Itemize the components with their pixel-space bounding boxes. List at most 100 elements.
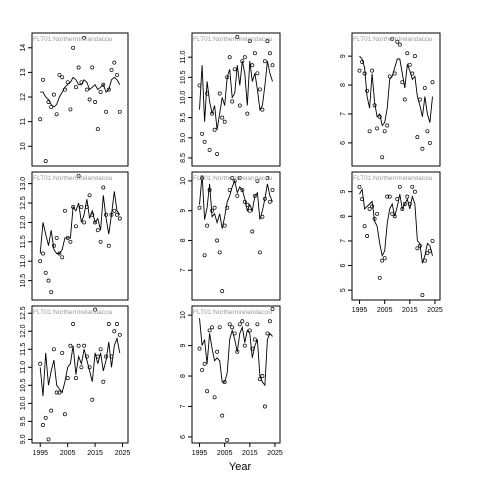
- observation-point: [270, 63, 275, 68]
- observation-point: [112, 60, 117, 65]
- panel-frame: [191, 32, 281, 167]
- panel-5: 7 8 9 10 FLT01:NorthernIrelandacou: [180, 171, 281, 301]
- observation-point: [220, 413, 225, 418]
- observation-point: [98, 90, 103, 95]
- observation-point: [380, 155, 385, 160]
- x-tick-label: 2025: [267, 450, 283, 457]
- observation-point: [106, 243, 111, 248]
- observation-point: [250, 346, 255, 351]
- observation-point: [265, 39, 270, 44]
- observation-point: [412, 189, 417, 194]
- y-tick-label: 6: [340, 263, 347, 267]
- observation-point: [242, 199, 247, 204]
- observation-point: [375, 211, 380, 216]
- observation-point: [230, 325, 235, 330]
- observation-point: [68, 343, 73, 348]
- observation-point: [227, 187, 232, 192]
- y-tick-label: 9: [340, 190, 347, 194]
- observation-point: [76, 65, 81, 70]
- observation-point: [260, 214, 265, 219]
- observation-point: [112, 329, 117, 334]
- observation-point: [87, 193, 92, 198]
- observation-point: [82, 343, 87, 348]
- x-tick-label: 2005: [217, 450, 233, 457]
- observation-point: [385, 194, 390, 199]
- observation-point: [215, 349, 220, 354]
- y-tick-label: 13.0: [20, 177, 27, 191]
- y-tick-label: 11.5: [20, 343, 27, 356]
- y-tick-label: 8: [340, 83, 347, 87]
- observation-point: [235, 35, 240, 39]
- observation-point: [220, 115, 225, 120]
- panel-label: FLT01:NorthernIrelandacou: [353, 36, 433, 43]
- panel-frame: [31, 32, 129, 167]
- y-tick-label: 7: [340, 112, 347, 116]
- observation-point: [87, 97, 92, 102]
- observation-point: [73, 85, 78, 90]
- observation-point: [425, 251, 430, 256]
- observation-point: [367, 206, 372, 211]
- observation-point: [104, 354, 109, 359]
- observation-point: [60, 75, 65, 80]
- observation-point: [422, 258, 427, 263]
- observation-point: [385, 123, 390, 128]
- observation-point: [51, 347, 56, 352]
- y-tick-label: 7: [180, 404, 187, 408]
- observation-point: [390, 36, 395, 41]
- observation-point: [109, 354, 114, 359]
- observation-point: [267, 319, 272, 324]
- observation-point: [245, 202, 250, 207]
- observation-point: [215, 151, 220, 156]
- fitted-series-line: [359, 55, 433, 127]
- observation-point: [232, 331, 237, 336]
- observation-point: [260, 107, 265, 112]
- y-tick-label: 10.0: [180, 91, 187, 105]
- observation-point: [215, 238, 220, 243]
- observation-point: [240, 187, 245, 192]
- observation-point: [62, 412, 67, 417]
- panel-2: 8.5 9.0 9.5 10.0 10.5 11.0 FLT01:NorthernIrela…: [180, 32, 281, 167]
- observation-point: [230, 99, 235, 104]
- observation-point: [84, 204, 89, 209]
- observation-point: [365, 234, 370, 238]
- observation-point: [410, 184, 415, 189]
- y-tick-label: 10: [180, 311, 187, 319]
- observation-point: [109, 212, 114, 217]
- observation-point: [395, 197, 400, 202]
- observation-point: [76, 173, 81, 178]
- observation-point: [202, 139, 207, 144]
- panel-label: FLT01:NorthernIrelandacou: [33, 309, 113, 316]
- observation-point: [370, 68, 375, 73]
- observation-point: [405, 194, 410, 199]
- observation-point: [237, 103, 242, 108]
- observation-point: [71, 204, 76, 209]
- panel-frame: [351, 32, 441, 167]
- observation-point: [82, 35, 87, 40]
- observation-point: [360, 59, 365, 64]
- observation-point: [60, 350, 65, 355]
- y-tick-label: 6: [180, 435, 187, 439]
- observation-point: [227, 322, 232, 327]
- observation-point: [252, 51, 257, 56]
- observation-point: [51, 243, 56, 248]
- observation-point: [46, 437, 51, 442]
- observation-point: [232, 67, 237, 72]
- x-tick-label: 1995: [192, 450, 208, 457]
- y-tick-label: 10.5: [20, 378, 27, 392]
- observation-point: [207, 187, 212, 192]
- observation-point: [205, 389, 210, 394]
- y-tick-label: 9.0: [180, 133, 187, 143]
- observation-point: [212, 205, 217, 210]
- y-tick-label: 10: [180, 177, 187, 185]
- observation-point: [357, 184, 362, 189]
- observation-point: [255, 71, 260, 76]
- observation-point: [227, 55, 232, 60]
- observation-point: [402, 97, 407, 102]
- observation-point: [109, 67, 114, 72]
- observation-point: [210, 208, 215, 213]
- fitted-series-line: [199, 318, 273, 387]
- observation-point: [65, 80, 70, 85]
- observation-point: [235, 349, 240, 354]
- x-tick-label: 1995: [352, 307, 368, 314]
